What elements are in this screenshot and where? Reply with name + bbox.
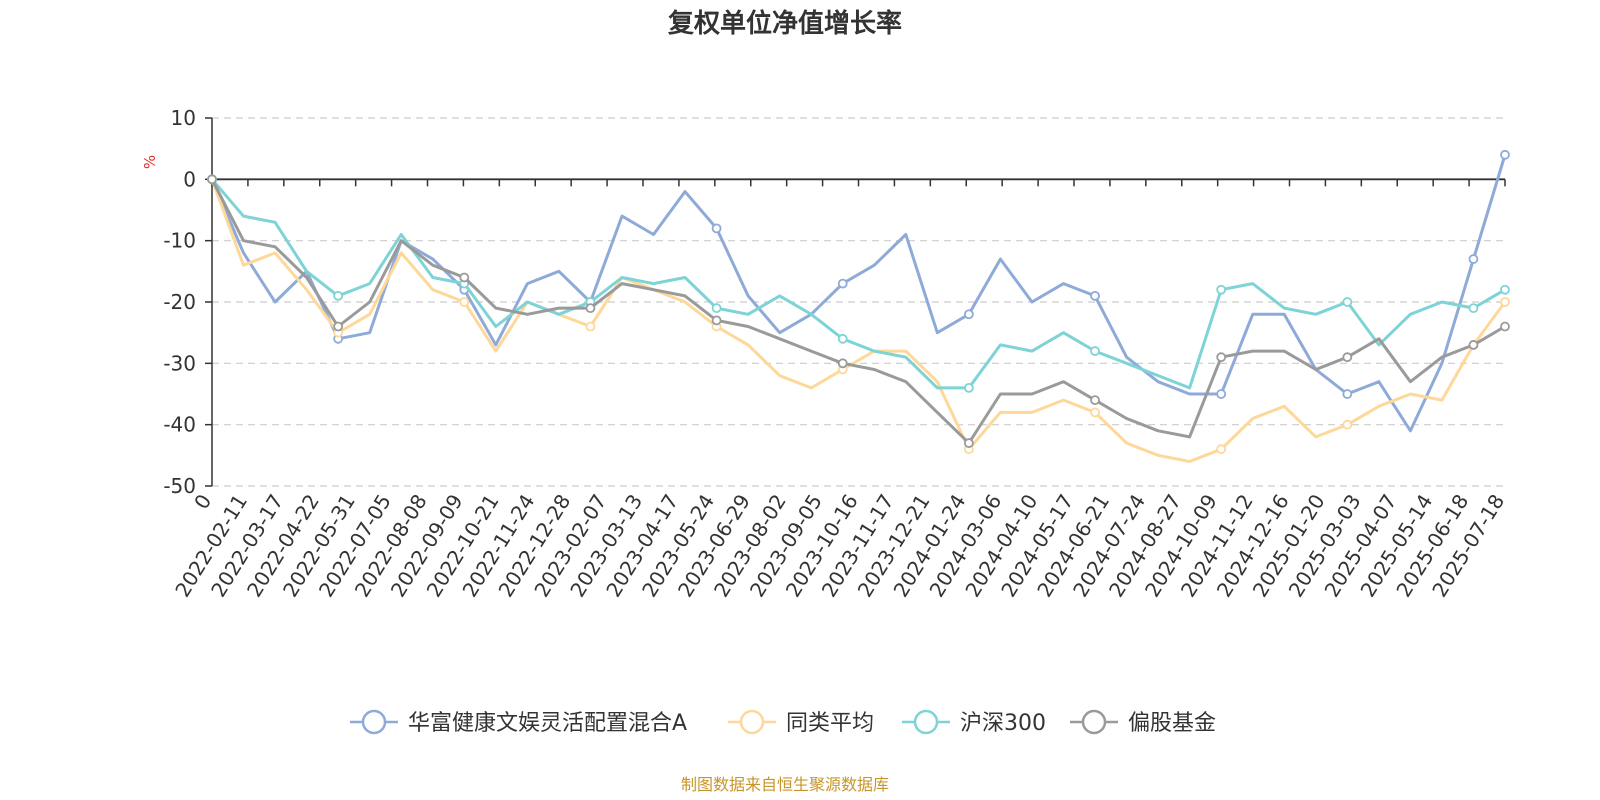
legend-item-0[interactable]: 华富健康文娱灵活配置混合A [350,709,687,736]
series-point-1 [1090,407,1100,418]
legend-swatch-marker [739,709,765,735]
series-point-0 [1500,149,1510,160]
legend-label: 沪深300 [960,711,1046,736]
series-point-2 [1500,284,1510,295]
series-point-3 [585,303,596,314]
legend-label: 偏股基金 [1128,711,1216,736]
series-point-2 [1090,346,1100,356]
series-point-2 [1468,303,1479,314]
y-tick-label: -30 [163,351,196,375]
y-axis-ticks: 10 0 -10 -20 -30 -40 -50 [163,106,212,498]
chart-title: 复权单位净值增长率 [668,8,902,39]
y-tick-label: -10 [163,229,196,253]
source-note: 制图数据来自恒生聚源数据库 [681,775,889,794]
legend-swatch-marker [361,709,387,735]
series-point-0 [1216,389,1227,399]
series-point-1 [459,297,470,307]
series-point-1 [1342,419,1353,430]
y-axis-label: % [141,155,159,169]
y-tick-label: -40 [163,413,196,437]
series-point-0 [837,278,848,289]
series-point-2 [1216,284,1227,295]
series-point-3 [459,272,470,283]
legend-label: 华富健康文娱灵活配置混合A [408,711,687,736]
legend-item-1[interactable]: 同类平均 [728,709,874,736]
series-point-2 [711,303,722,314]
series-point-3 [1342,352,1353,363]
series-point-2 [333,290,344,301]
legend[interactable]: 华富健康文娱灵活配置混合A 同类平均 沪深300 偏股基金 [350,709,1216,736]
series-point-3 [1468,340,1479,350]
series-point-3 [1216,352,1227,363]
x-tick-label: 0 [189,490,216,514]
series-point-0 [1342,389,1353,399]
series-point-2 [837,333,848,344]
series-point-3 [207,174,217,185]
x-axis-ticks: 02022-02-112022-03-172022-04-222022-05-3… [170,179,1509,601]
legend-swatch-marker [1081,709,1107,735]
y-tick-label: -20 [163,290,196,314]
series-point-1 [585,321,596,332]
legend-item-2[interactable]: 沪深300 [902,709,1046,736]
legend-swatch-marker [913,709,939,735]
series-line-1 [210,178,1507,463]
series-line-2 [210,178,1506,390]
series-point-3 [963,438,974,448]
series-point-3 [711,315,722,326]
legend-label: 同类平均 [786,711,874,736]
series-point-0 [963,309,974,320]
y-tick-label: 10 [171,106,196,130]
series-point-3 [333,321,344,332]
series-point-0 [711,223,722,234]
series-lines [207,149,1510,463]
series-line-3 [210,178,1506,445]
legend-item-3[interactable]: 偏股基金 [1070,709,1216,736]
series-point-0 [1090,290,1100,301]
series-point-0 [1468,254,1479,264]
series-point-2 [963,382,974,393]
y-tick-label: -50 [163,474,196,498]
series-point-3 [1500,321,1510,332]
series-line-0 [210,154,1507,433]
series-point-3 [837,358,848,369]
y-tick-label: 0 [183,167,196,191]
series-point-1 [1216,444,1227,455]
series-point-3 [1090,395,1100,406]
series-point-1 [1500,297,1510,307]
series-point-2 [1342,297,1353,307]
